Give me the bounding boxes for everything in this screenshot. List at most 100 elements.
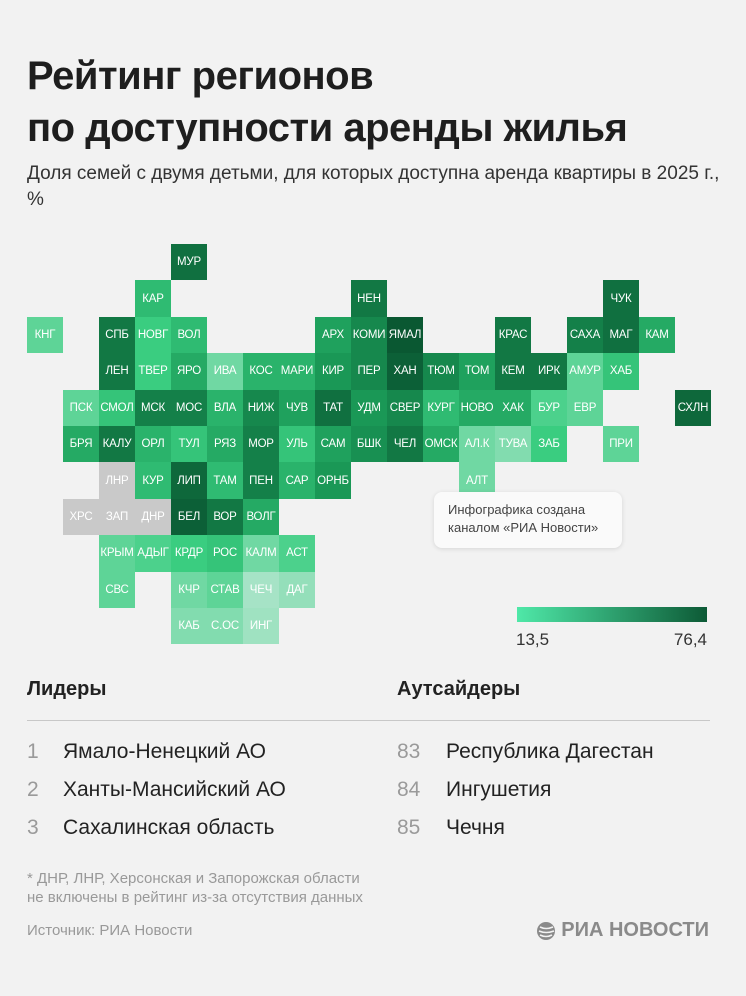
- region-tile: ДНР: [135, 498, 171, 536]
- region-tile: САР: [279, 462, 315, 499]
- tile-map: МУР КАР НЕН ЧУК КНГ СПБ НОВГ ВОЛ АРХ КОМИ ЯМАЛ КРАС…: [27, 244, 711, 645]
- region-tile: КАР: [135, 280, 171, 317]
- region-tile: КАЛУ: [99, 426, 135, 463]
- region-tile: ЗАП: [99, 498, 135, 536]
- rank: 84: [397, 778, 421, 801]
- region-code: УДМ: [357, 401, 381, 414]
- region-tile: ТАМ: [207, 462, 243, 499]
- region-code: ТАМ: [213, 474, 237, 487]
- region-code: БРЯ: [69, 438, 93, 451]
- region-code: ТУВА: [498, 438, 528, 451]
- region-code: ТЮМ: [427, 365, 455, 378]
- source-note: Источник: РИА Новости: [27, 922, 193, 939]
- region-code: КАБ: [178, 620, 200, 633]
- region-tile: ПЕН: [243, 462, 279, 499]
- region-code: ВОЛ: [177, 328, 201, 341]
- region-tile: КУРГ: [423, 389, 459, 426]
- leaders-heading: Лидеры: [27, 678, 107, 700]
- region-code: КАР: [142, 292, 164, 305]
- region-tile: СМОЛ: [99, 389, 135, 426]
- region-code: САР: [285, 474, 309, 487]
- region-tile: ЧУК: [603, 280, 639, 317]
- subtitle: Доля семей с двумя детьми, для которых д…: [27, 163, 720, 210]
- region-tile: КНГ: [27, 316, 63, 354]
- region-tile: РОС: [207, 535, 243, 572]
- region-tile: АДЫГ: [135, 535, 171, 572]
- region-code: КУРГ: [427, 401, 455, 414]
- region-name: Ингушетия: [446, 778, 552, 801]
- region-tile: СТАВ: [207, 571, 243, 608]
- region-code: КУР: [142, 474, 164, 487]
- region-tile: ХРС: [63, 498, 99, 536]
- region-tile: ЯРО: [171, 353, 207, 390]
- ria-globe-icon: [537, 921, 556, 940]
- region-tile: НИЖ: [243, 389, 279, 426]
- region-tile: АРХ: [315, 316, 351, 354]
- region-tile: СХЛН: [675, 389, 711, 426]
- region-code: ПЕН: [249, 474, 273, 487]
- region-code: ДНР: [141, 510, 165, 523]
- region-code: САХА: [569, 328, 601, 341]
- ria-logo: РИА НОВОСТИ: [536, 919, 709, 942]
- page-title: Рейтинг регионов по доступности аренды ж…: [27, 50, 628, 154]
- region-code: ЛНР: [105, 474, 129, 487]
- region-tile: ТУЛ: [171, 426, 207, 463]
- region-code: КЕМ: [501, 365, 525, 378]
- region-code: КАМ: [645, 328, 669, 341]
- region-code: ОМСК: [424, 438, 458, 451]
- region-code: ХАК: [502, 401, 524, 414]
- region-code: СВС: [105, 583, 129, 596]
- region-tile: ОРЛ: [135, 426, 171, 463]
- region-tile: КРДР: [171, 535, 207, 572]
- legend-min-label: 13,5: [516, 630, 550, 649]
- region-code: ИНГ: [249, 620, 273, 633]
- region-tile: УДМ: [351, 389, 387, 426]
- region-code: СТАВ: [210, 583, 240, 596]
- region-tile: МУР: [171, 244, 207, 281]
- region-tile: ЛЕН: [99, 353, 135, 390]
- outsider-item: 83 Республика Дагестан: [397, 740, 654, 764]
- footnote: * ДНР, ЛНР, Херсонская и Запорожская обл…: [27, 869, 363, 907]
- region-tile: ИВА: [207, 353, 243, 390]
- region-code: БУР: [538, 401, 560, 414]
- region-tile: ВОЛ: [171, 316, 207, 354]
- region-code: САМ: [320, 438, 346, 451]
- region-code: ВОР: [213, 510, 237, 523]
- region-tile: ТВЕР: [135, 353, 171, 390]
- region-tile: ТЮМ: [423, 353, 459, 390]
- region-code: ЛЕН: [105, 365, 129, 378]
- region-code: ВОЛГ: [246, 510, 276, 523]
- region-tile: ИРК: [531, 353, 567, 390]
- info-box: Инфографика создана каналом «РИА Новости…: [434, 492, 622, 548]
- region-name: Чечня: [446, 816, 505, 839]
- region-tile: МАРИ: [279, 353, 315, 390]
- region-tile: КАМ: [639, 316, 675, 354]
- region-tile: ОРНБ: [315, 462, 351, 499]
- region-code: МУР: [177, 256, 201, 269]
- rank: 83: [397, 740, 421, 763]
- region-tile: КИР: [315, 353, 351, 390]
- region-tile: УЛЬ: [279, 426, 315, 463]
- leader-item: 1 Ямало-Ненецкий АО: [27, 740, 266, 764]
- region-tile: ИНГ: [243, 608, 279, 645]
- region-tile: АСТ: [279, 535, 315, 572]
- region-code: ЧУВ: [285, 401, 309, 414]
- region-tile: ВОЛГ: [243, 498, 279, 536]
- region-code: ТАТ: [323, 401, 343, 414]
- region-code: ОРЛ: [141, 438, 165, 451]
- region-code: КАЛМ: [245, 547, 277, 560]
- region-code: ЛИП: [177, 474, 201, 487]
- region-code: МАРИ: [280, 365, 314, 378]
- region-code: АЛ.К: [464, 438, 490, 451]
- region-tile: РЯЗ: [207, 426, 243, 463]
- region-code: АДЫГ: [137, 547, 169, 560]
- region-code: ЗАБ: [538, 438, 560, 451]
- rank: 85: [397, 816, 421, 839]
- region-code: С.ОС: [211, 620, 239, 633]
- region-code: ТВЕР: [138, 365, 168, 378]
- region-tile: ЧЕЛ: [387, 426, 423, 463]
- region-code: ВЛА: [213, 401, 237, 414]
- region-code: КРАС: [498, 328, 528, 341]
- region-tile: МОС: [171, 389, 207, 426]
